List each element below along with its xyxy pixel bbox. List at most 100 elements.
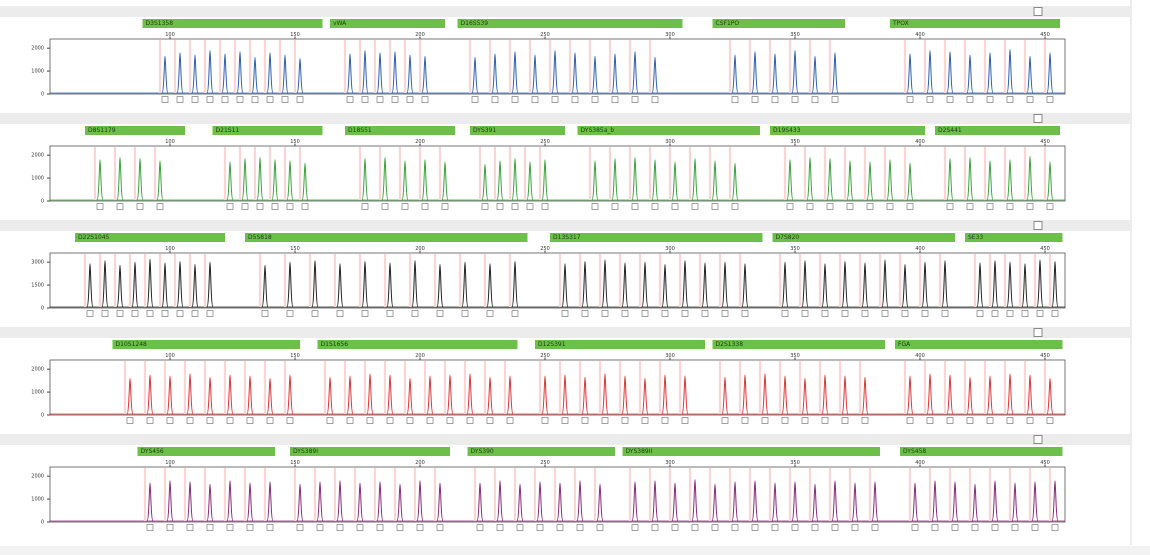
allele-label-box[interactable] <box>161 310 169 317</box>
allele-label-box[interactable] <box>831 96 839 103</box>
allele-label-box[interactable] <box>256 203 264 210</box>
allele-label-box[interactable] <box>731 96 739 103</box>
allele-label-box[interactable] <box>631 524 639 531</box>
allele-label-box[interactable] <box>881 310 889 317</box>
allele-label-box[interactable] <box>946 417 954 424</box>
marker-bar[interactable] <box>330 19 445 28</box>
panel-checkbox[interactable] <box>1033 7 1043 16</box>
allele-label-box[interactable] <box>861 310 869 317</box>
allele-label-box[interactable] <box>1051 310 1059 317</box>
marker-bar[interactable] <box>245 233 528 242</box>
allele-label-box[interactable] <box>136 203 144 210</box>
allele-label-box[interactable] <box>771 524 779 531</box>
allele-label-box[interactable] <box>286 203 294 210</box>
allele-label-box[interactable] <box>761 417 769 424</box>
allele-label-box[interactable] <box>296 524 304 531</box>
allele-label-box[interactable] <box>821 417 829 424</box>
allele-label-box[interactable] <box>411 310 419 317</box>
allele-label-box[interactable] <box>781 310 789 317</box>
allele-label-box[interactable] <box>906 417 914 424</box>
allele-label-box[interactable] <box>96 203 104 210</box>
marker-bar[interactable] <box>142 19 323 28</box>
allele-label-box[interactable] <box>721 417 729 424</box>
allele-label-box[interactable] <box>471 96 479 103</box>
allele-label-box[interactable] <box>391 96 399 103</box>
allele-label-box[interactable] <box>536 524 544 531</box>
marker-bar[interactable] <box>137 447 276 456</box>
marker-bar[interactable] <box>900 447 1063 456</box>
allele-label-box[interactable] <box>346 417 354 424</box>
allele-label-box[interactable] <box>1026 417 1034 424</box>
allele-label-box[interactable] <box>731 524 739 531</box>
allele-label-box[interactable] <box>186 417 194 424</box>
allele-label-box[interactable] <box>786 203 794 210</box>
marker-bar[interactable] <box>112 340 301 349</box>
marker-bar[interactable] <box>317 340 518 349</box>
allele-label-box[interactable] <box>176 310 184 317</box>
allele-label-box[interactable] <box>326 417 334 424</box>
allele-label-box[interactable] <box>406 96 414 103</box>
allele-label-box[interactable] <box>631 203 639 210</box>
allele-label-box[interactable] <box>966 417 974 424</box>
allele-label-box[interactable] <box>281 96 289 103</box>
allele-label-box[interactable] <box>191 96 199 103</box>
allele-label-box[interactable] <box>556 524 564 531</box>
allele-label-box[interactable] <box>581 310 589 317</box>
allele-label-box[interactable] <box>266 96 274 103</box>
allele-label-box[interactable] <box>1036 310 1044 317</box>
allele-label-box[interactable] <box>541 203 549 210</box>
allele-label-box[interactable] <box>801 310 809 317</box>
allele-label-box[interactable] <box>711 203 719 210</box>
panel-checkbox[interactable] <box>1033 114 1043 123</box>
allele-label-box[interactable] <box>1051 524 1059 531</box>
allele-label-box[interactable] <box>1026 96 1034 103</box>
allele-label-box[interactable] <box>166 524 174 531</box>
marker-bar[interactable] <box>622 447 881 456</box>
allele-label-box[interactable] <box>376 96 384 103</box>
allele-label-box[interactable] <box>361 310 369 317</box>
allele-label-box[interactable] <box>346 96 354 103</box>
allele-label-box[interactable] <box>681 417 689 424</box>
allele-label-box[interactable] <box>661 417 669 424</box>
allele-label-box[interactable] <box>356 524 364 531</box>
allele-label-box[interactable] <box>541 417 549 424</box>
allele-label-box[interactable] <box>601 417 609 424</box>
allele-label-box[interactable] <box>631 96 639 103</box>
allele-label-box[interactable] <box>906 96 914 103</box>
allele-label-box[interactable] <box>156 203 164 210</box>
allele-label-box[interactable] <box>921 310 929 317</box>
marker-bar[interactable] <box>85 126 185 135</box>
allele-label-box[interactable] <box>206 96 214 103</box>
allele-label-box[interactable] <box>826 203 834 210</box>
allele-label-box[interactable] <box>966 203 974 210</box>
allele-label-box[interactable] <box>671 524 679 531</box>
allele-label-box[interactable] <box>296 96 304 103</box>
allele-label-box[interactable] <box>241 203 249 210</box>
marker-bar[interactable] <box>345 126 455 135</box>
panel-checkbox[interactable] <box>1033 221 1043 230</box>
allele-label-box[interactable] <box>846 203 854 210</box>
allele-label-box[interactable] <box>376 524 384 531</box>
allele-label-box[interactable] <box>986 417 994 424</box>
marker-bar[interactable] <box>457 19 683 28</box>
allele-label-box[interactable] <box>886 203 894 210</box>
allele-label-box[interactable] <box>791 524 799 531</box>
allele-label-box[interactable] <box>811 96 819 103</box>
allele-label-box[interactable] <box>526 203 534 210</box>
allele-label-box[interactable] <box>596 524 604 531</box>
allele-label-box[interactable] <box>361 96 369 103</box>
allele-label-box[interactable] <box>221 96 229 103</box>
allele-label-box[interactable] <box>841 417 849 424</box>
allele-label-box[interactable] <box>946 96 954 103</box>
allele-label-box[interactable] <box>621 310 629 317</box>
allele-label-box[interactable] <box>581 417 589 424</box>
allele-label-box[interactable] <box>236 96 244 103</box>
allele-label-box[interactable] <box>476 524 484 531</box>
allele-label-box[interactable] <box>286 310 294 317</box>
allele-label-box[interactable] <box>861 417 869 424</box>
allele-label-box[interactable] <box>951 524 959 531</box>
allele-label-box[interactable] <box>496 524 504 531</box>
allele-label-box[interactable] <box>931 524 939 531</box>
allele-label-box[interactable] <box>386 310 394 317</box>
allele-label-box[interactable] <box>101 310 109 317</box>
